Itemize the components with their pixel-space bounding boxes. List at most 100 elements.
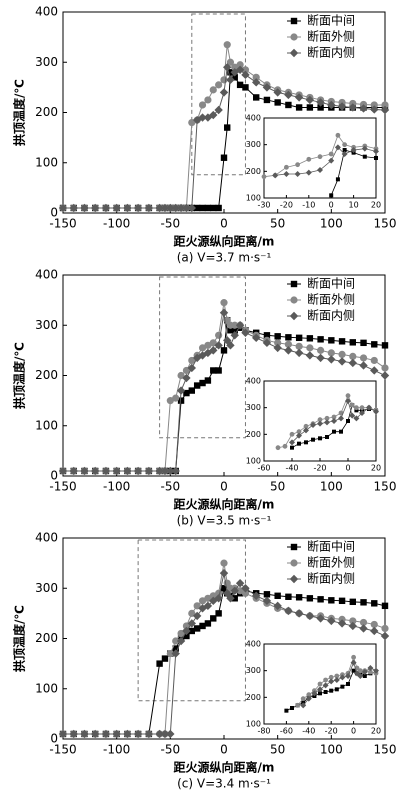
- marker-diamond: [349, 412, 356, 419]
- inset-x-tick-label: -40: [285, 464, 298, 473]
- marker-circle: [327, 349, 335, 357]
- marker-diamond: [348, 103, 357, 112]
- marker-diamond: [58, 729, 68, 739]
- marker-square: [215, 610, 222, 617]
- inset-x-tick-label: -10: [302, 201, 315, 210]
- marker-diamond: [334, 144, 341, 151]
- marker-circle: [317, 346, 325, 354]
- marker-circle: [261, 174, 267, 180]
- marker-diamond: [324, 419, 330, 426]
- marker-diamond: [361, 669, 368, 675]
- marker-circle: [193, 602, 201, 610]
- marker-circle: [290, 33, 298, 41]
- marker-square: [342, 148, 347, 152]
- marker-diamond: [272, 172, 279, 179]
- marker-diamond: [219, 568, 229, 578]
- marker-diamond: [311, 690, 318, 697]
- marker-diamond: [289, 439, 295, 446]
- marker-diamond: [305, 611, 315, 621]
- inset-x-tick-label: 0: [351, 727, 356, 736]
- marker-diamond: [310, 422, 316, 428]
- y-tick-label: 200: [35, 631, 58, 645]
- marker-square: [381, 342, 389, 349]
- caption: (b) V=3.5 m·s⁻¹: [177, 514, 272, 528]
- marker-diamond: [203, 113, 213, 122]
- marker-circle: [198, 597, 207, 605]
- x-tick-label: 100: [320, 480, 343, 494]
- marker-square: [290, 280, 298, 288]
- inset-y-tick-label: 400: [246, 640, 261, 649]
- marker-square: [290, 543, 298, 551]
- marker-square: [285, 593, 292, 600]
- y-tick-label: 200: [35, 368, 58, 382]
- marker-circle: [303, 423, 309, 429]
- inset-y-tick-label: 400: [246, 377, 261, 386]
- y-tick-label: 0: [50, 469, 58, 483]
- x-tick-label: -150: [49, 480, 76, 494]
- marker-diamond: [303, 427, 309, 434]
- marker-square: [340, 684, 345, 689]
- marker-circle: [349, 402, 355, 408]
- marker-circle: [296, 429, 302, 435]
- marker-diamond: [316, 614, 325, 623]
- marker-diamond: [187, 203, 196, 213]
- marker-diamond: [366, 404, 372, 411]
- marker-square: [290, 17, 298, 25]
- marker-diamond: [273, 601, 282, 611]
- x-tick-label: -100: [103, 480, 130, 494]
- marker-diamond: [187, 363, 196, 373]
- marker-diamond: [133, 729, 143, 739]
- marker-diamond: [101, 729, 111, 739]
- marker-diamond: [182, 626, 191, 636]
- marker-circle: [282, 443, 288, 449]
- marker-circle: [188, 356, 196, 365]
- x-tick-label: 100: [320, 743, 343, 757]
- marker-circle: [335, 132, 341, 138]
- marker-square: [199, 379, 206, 387]
- marker-circle: [359, 354, 368, 362]
- marker-square: [220, 154, 228, 161]
- marker-circle: [252, 73, 260, 81]
- marker-diamond: [370, 626, 379, 636]
- marker-diamond: [317, 420, 323, 427]
- marker-diamond: [209, 110, 218, 120]
- marker-square: [204, 620, 212, 627]
- marker-square: [220, 347, 228, 354]
- marker-circle: [351, 654, 356, 660]
- inset-x-tick-label: 20: [371, 201, 381, 210]
- x-tick-label: -150: [49, 743, 76, 757]
- y-tick-label: 0: [50, 206, 58, 220]
- legend-label: 断面外侧: [307, 292, 355, 307]
- marker-diamond: [284, 346, 293, 355]
- marker-square: [215, 204, 222, 212]
- marker-diamond: [283, 171, 290, 177]
- marker-square: [328, 597, 335, 604]
- marker-square: [263, 96, 271, 104]
- legend-label: 断面外侧: [307, 29, 355, 44]
- marker-diamond: [155, 729, 164, 739]
- marker-square: [285, 334, 292, 341]
- legend-label: 断面内侧: [307, 308, 355, 323]
- marker-square: [210, 204, 217, 212]
- inset-y-tick-label: 300: [246, 140, 261, 149]
- marker-diamond: [345, 398, 351, 404]
- marker-square: [349, 339, 356, 346]
- marker-circle: [236, 587, 244, 595]
- inset-y-tick-label: 400: [246, 114, 261, 123]
- marker-square: [323, 690, 328, 694]
- y-tick-label: 100: [35, 155, 58, 169]
- marker-diamond: [209, 346, 218, 355]
- marker-circle: [166, 649, 174, 658]
- marker-square: [381, 602, 389, 610]
- marker-square: [295, 104, 303, 111]
- x-tick-label: -50: [161, 743, 181, 757]
- marker-square: [338, 338, 346, 345]
- marker-circle: [368, 669, 373, 675]
- marker-square: [227, 327, 234, 334]
- marker-circle: [209, 339, 217, 347]
- marker-diamond: [226, 75, 235, 85]
- marker-diamond: [223, 589, 232, 598]
- marker-square: [172, 645, 179, 652]
